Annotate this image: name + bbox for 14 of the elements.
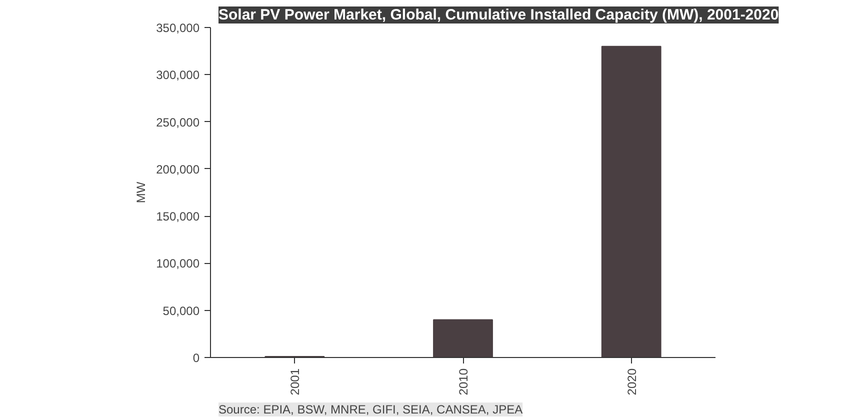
x-tick-label: 2001 xyxy=(288,368,302,396)
y-tick-label: 250,000 xyxy=(156,115,200,130)
x-tick-label: 2020 xyxy=(624,368,639,396)
source-note: Source: EPIA, BSW, MNRE, GIFI, SEIA, CANSEA, JPEA xyxy=(218,402,523,416)
y-tick-label: 100,000 xyxy=(156,256,200,271)
y-tick-label: 50,000 xyxy=(162,304,200,318)
y-axis-title: MW xyxy=(134,181,148,204)
y-tick-label: 300,000 xyxy=(156,68,200,82)
y-tick-label: 0 xyxy=(192,351,200,365)
y-tick-label: 150,000 xyxy=(156,210,200,224)
y-tick-label: 350,000 xyxy=(156,21,200,35)
chart-title: Solar PV Power Market, Global, Cumulative Installed Capacity (MW), 2001-2020 xyxy=(218,6,779,24)
x-tick-label: 2010 xyxy=(456,368,470,396)
y-tick-label: 200,000 xyxy=(156,162,200,176)
